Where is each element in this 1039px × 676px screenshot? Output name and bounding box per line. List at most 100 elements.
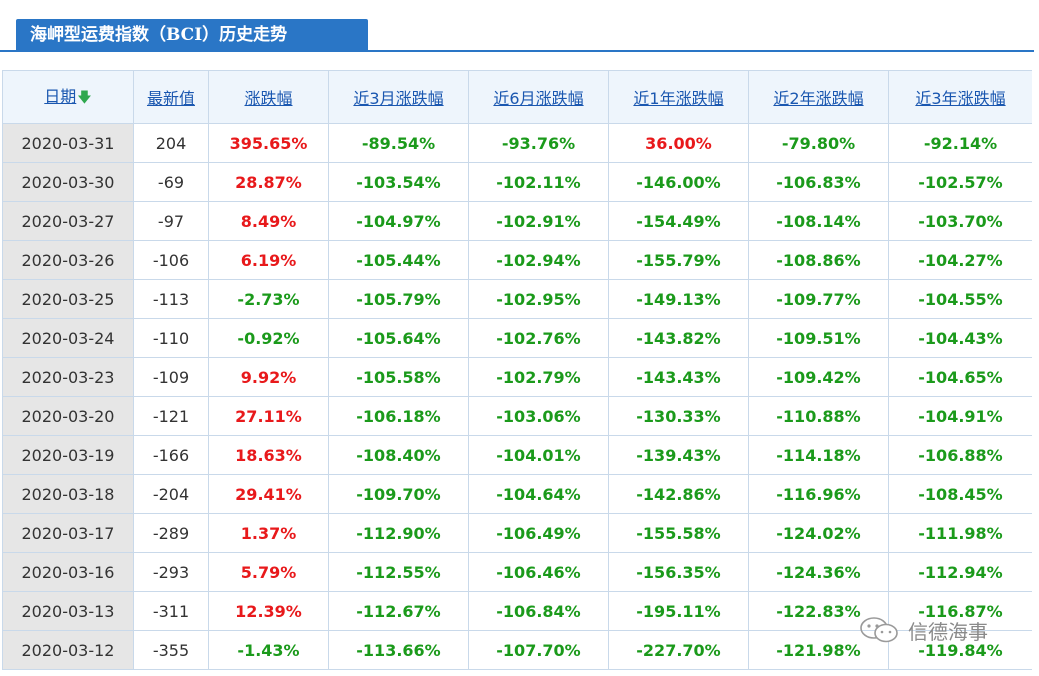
cell-date: 2020-03-31 [2,123,134,163]
cell-change-3m: -108.40% [328,435,469,475]
table-row: 2020-03-20 -121 27.11% -106.18% -103.06% -130… [2,396,1032,436]
cell-change-2y: -110.88% [748,396,889,436]
arrow-down-icon[interactable]: 🡇 [77,90,92,106]
cell-change-3m: -103.54% [328,162,469,202]
col-header-6m[interactable]: 近6月涨跌幅 [468,70,609,124]
cell-latest-value: -110 [133,318,209,358]
sort-link-3y[interactable]: 近3年涨跌幅 [915,89,1006,108]
cell-change-2y: -79.80% [748,123,889,163]
col-header-date[interactable]: 日期🡇 [2,70,134,124]
cell-change-1y: -154.49% [608,201,749,241]
table-row: 2020-03-30 -69 28.87% -103.54% -102.11% -146.… [2,162,1032,202]
cell-change-3m: -105.64% [328,318,469,358]
table-row: 2020-03-26 -106 6.19% -105.44% -102.94% -155.… [2,240,1032,280]
cell-change: -0.92% [208,318,329,358]
cell-change-6m: -106.49% [468,513,609,553]
cell-latest-value: -113 [133,279,209,319]
col-header-change[interactable]: 涨跌幅 [208,70,329,124]
cell-change-3y: -92.14% [888,123,1032,163]
cell-change-2y: -124.36% [748,552,889,592]
cell-latest-value: -355 [133,630,209,670]
col-header-2y[interactable]: 近2年涨跌幅 [748,70,889,124]
sort-link-change[interactable]: 涨跌幅 [244,89,293,108]
cell-latest-value: -289 [133,513,209,553]
cell-change-2y: -116.96% [748,474,889,514]
cell-latest-value: -311 [133,591,209,631]
cell-change-6m: -102.94% [468,240,609,280]
table-row: 2020-03-12 -355 -1.43% -113.66% -107.70% -227… [2,630,1032,670]
history-table-container: 日期🡇 最新值 涨跌幅 近3月涨跌幅 近6月涨跌幅 近1年涨跌幅 近2年涨跌幅 … [2,70,1032,676]
col-header-latest[interactable]: 最新值 [133,70,209,124]
cell-change-3m: -104.97% [328,201,469,241]
cell-change-3y: -119.84% [888,630,1032,670]
cell-change-3y: -103.70% [888,201,1032,241]
cell-date: 2020-03-30 [2,162,134,202]
cell-date: 2020-03-18 [2,474,134,514]
cell-latest-value: -166 [133,435,209,475]
cell-change-1y: -130.33% [608,396,749,436]
cell-change-1y: -149.13% [608,279,749,319]
watermark: 信德海事 [858,614,988,646]
section-header: 海岬型运费指数（BCI）历史走势 [0,0,1039,52]
cell-change-6m: -103.06% [468,396,609,436]
cell-change-2y: -109.77% [748,279,889,319]
col-header-3m[interactable]: 近3月涨跌幅 [328,70,469,124]
table-row: 2020-03-25 -113 -2.73% -105.79% -102.95% -149… [2,279,1032,319]
cell-latest-value: -109 [133,357,209,397]
cell-change: -1.43% [208,630,329,670]
sort-link-6m[interactable]: 近6月涨跌幅 [493,89,584,108]
cell-change-6m: -107.70% [468,630,609,670]
history-table: 日期🡇 最新值 涨跌幅 近3月涨跌幅 近6月涨跌幅 近1年涨跌幅 近2年涨跌幅 … [2,70,1032,670]
cell-change-3y: -112.94% [888,552,1032,592]
col-header-3y[interactable]: 近3年涨跌幅 [888,70,1032,124]
cell-change: 5.79% [208,552,329,592]
cell-change-3y: -104.27% [888,240,1032,280]
cell-latest-value: -97 [133,201,209,241]
cell-change-3y: -106.88% [888,435,1032,475]
cell-change-1y: 36.00% [608,123,749,163]
cell-change-1y: -155.58% [608,513,749,553]
cell-change-3y: -104.91% [888,396,1032,436]
cell-change: 29.41% [208,474,329,514]
cell-date: 2020-03-24 [2,318,134,358]
cell-date: 2020-03-26 [2,240,134,280]
cell-change-3m: -105.44% [328,240,469,280]
sort-link-latest[interactable]: 最新值 [146,89,195,108]
cell-change-3m: -113.66% [328,630,469,670]
cell-change-2y: -114.18% [748,435,889,475]
cell-change-6m: -102.95% [468,279,609,319]
cell-change-3m: -112.67% [328,591,469,631]
col-header-1y[interactable]: 近1年涨跌幅 [608,70,749,124]
cell-change-2y: -124.02% [748,513,889,553]
cell-change-2y: -109.42% [748,357,889,397]
cell-change: 1.37% [208,513,329,553]
cell-date: 2020-03-20 [2,396,134,436]
sort-link-2y[interactable]: 近2年涨跌幅 [773,89,864,108]
watermark-text: 信德海事 [908,619,988,644]
cell-change-1y: -156.35% [608,552,749,592]
cell-change-3m: -89.54% [328,123,469,163]
cell-change-3m: -112.55% [328,552,469,592]
cell-change: 395.65% [208,123,329,163]
cell-change-3m: -109.70% [328,474,469,514]
cell-change-2y: -122.83% [748,591,889,631]
cell-date: 2020-03-13 [2,591,134,631]
sort-link-date[interactable]: 日期 [44,87,77,106]
cell-change-1y: -195.11% [608,591,749,631]
sort-link-3m[interactable]: 近3月涨跌幅 [353,89,444,108]
cell-date: 2020-03-19 [2,435,134,475]
cell-date: 2020-03-12 [2,630,134,670]
cell-change-6m: -104.64% [468,474,609,514]
cell-date: 2020-03-25 [2,279,134,319]
sort-link-1y[interactable]: 近1年涨跌幅 [633,89,724,108]
cell-change-6m: -102.91% [468,201,609,241]
cell-change-6m: -104.01% [468,435,609,475]
cell-change-2y: -108.86% [748,240,889,280]
cell-change-3m: -105.79% [328,279,469,319]
cell-change-3y: -104.65% [888,357,1032,397]
table-row: 2020-03-19 -166 18.63% -108.40% -104.01% -139… [2,435,1032,475]
cell-change-1y: -139.43% [608,435,749,475]
table-row: 2020-03-31 204 395.65% -89.54% -93.76% 36.00%… [2,123,1032,163]
cell-change-3y: -104.43% [888,318,1032,358]
cell-change: 8.49% [208,201,329,241]
